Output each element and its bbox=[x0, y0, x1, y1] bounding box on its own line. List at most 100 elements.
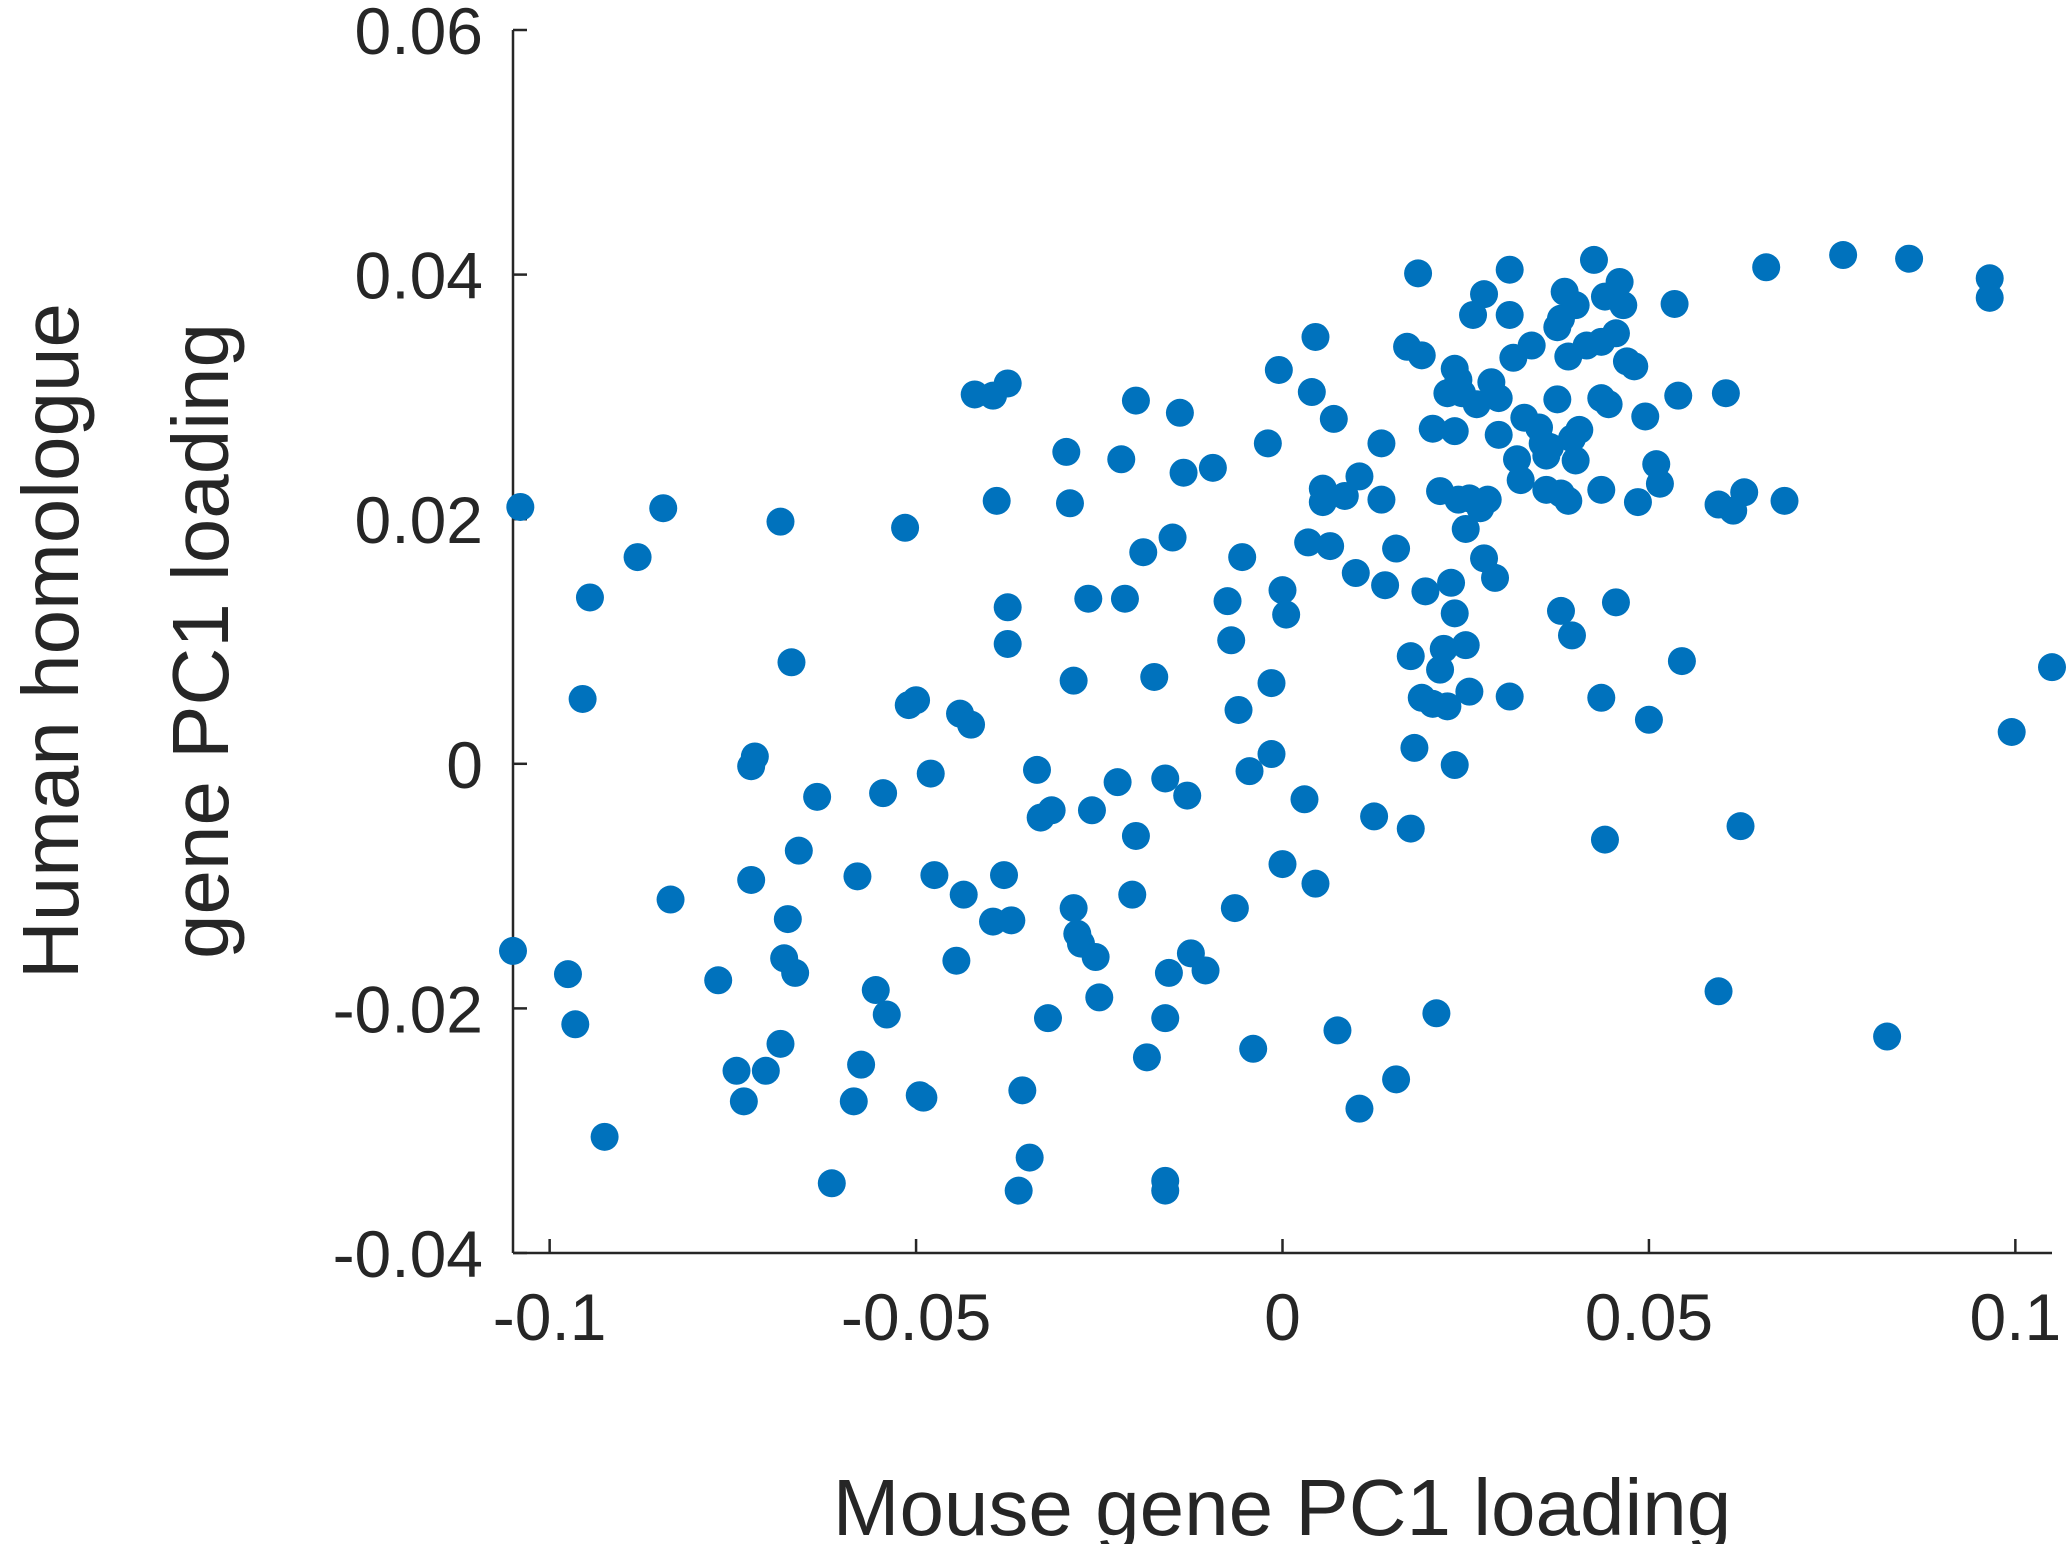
data-point bbox=[1217, 626, 1246, 655]
data-point bbox=[1495, 682, 1524, 711]
data-point bbox=[1220, 894, 1249, 923]
data-point bbox=[1341, 559, 1370, 588]
data-point bbox=[1213, 587, 1242, 616]
data-point bbox=[993, 369, 1022, 398]
data-point bbox=[1037, 796, 1066, 825]
data-point bbox=[1191, 956, 1220, 985]
data-point bbox=[1316, 532, 1345, 561]
data-point bbox=[1484, 420, 1513, 449]
data-point bbox=[1605, 267, 1634, 296]
data-point bbox=[1829, 241, 1858, 270]
data-point bbox=[1055, 489, 1084, 518]
data-point bbox=[1345, 462, 1374, 491]
data-point bbox=[1601, 319, 1630, 348]
data-point bbox=[1198, 453, 1227, 482]
data-point bbox=[1594, 390, 1623, 419]
data-point bbox=[1330, 481, 1359, 510]
data-point bbox=[1239, 1034, 1268, 1063]
data-point bbox=[869, 779, 898, 808]
x-axis-label: Mouse gene PC1 loading bbox=[833, 1463, 1731, 1544]
data-point bbox=[1495, 255, 1524, 284]
data-point bbox=[1360, 802, 1389, 831]
data-point bbox=[1272, 600, 1301, 629]
data-point bbox=[1587, 475, 1616, 504]
data-point bbox=[817, 1169, 846, 1198]
data-point bbox=[1462, 390, 1491, 419]
data-point bbox=[1554, 486, 1583, 515]
data-point bbox=[1308, 488, 1337, 517]
data-point bbox=[1033, 1004, 1062, 1033]
data-point bbox=[1451, 514, 1480, 543]
data-point bbox=[957, 710, 986, 739]
data-point bbox=[1634, 705, 1663, 734]
data-point bbox=[1459, 300, 1488, 329]
data-point bbox=[1257, 669, 1286, 698]
data-point bbox=[1440, 417, 1469, 446]
data-point bbox=[1561, 291, 1590, 320]
data-point bbox=[1440, 599, 1469, 628]
data-point bbox=[1975, 283, 2004, 312]
x-tick-label: 0.05 bbox=[1585, 1280, 1713, 1354]
data-point bbox=[997, 906, 1026, 935]
data-point bbox=[1400, 733, 1429, 762]
data-point bbox=[1565, 415, 1594, 444]
data-point bbox=[1535, 433, 1564, 462]
y-axis-label-line-2: gene PC1 loading bbox=[156, 323, 245, 959]
data-point bbox=[1396, 642, 1425, 671]
data-point bbox=[1085, 983, 1114, 1012]
data-point bbox=[1895, 244, 1924, 273]
data-point bbox=[1059, 894, 1088, 923]
data-point bbox=[847, 1050, 876, 1079]
data-point bbox=[1081, 943, 1110, 972]
data-point bbox=[1132, 1043, 1161, 1072]
data-point bbox=[1997, 718, 2026, 747]
data-point bbox=[1154, 958, 1183, 987]
data-point bbox=[1660, 289, 1689, 318]
data-point bbox=[1543, 385, 1572, 414]
data-point bbox=[1224, 695, 1253, 724]
data-point bbox=[1077, 796, 1106, 825]
data-point bbox=[1506, 466, 1535, 495]
data-point bbox=[1294, 528, 1323, 557]
data-point bbox=[506, 492, 535, 521]
data-point bbox=[561, 1010, 590, 1039]
data-point bbox=[499, 936, 527, 965]
data-point bbox=[1382, 534, 1411, 563]
data-point bbox=[1557, 621, 1586, 650]
data-point bbox=[1711, 379, 1740, 408]
data-point bbox=[1367, 429, 1396, 458]
data-point bbox=[982, 486, 1011, 515]
data-point bbox=[766, 1029, 795, 1058]
data-point bbox=[1495, 300, 1524, 329]
y-tick-label: -0.04 bbox=[333, 1217, 483, 1291]
data-point bbox=[1371, 571, 1400, 600]
y-tick-label: 0.06 bbox=[355, 0, 483, 68]
data-point bbox=[891, 513, 920, 542]
x-tick-label: -0.1 bbox=[493, 1280, 607, 1354]
data-point bbox=[1620, 352, 1649, 381]
data-point bbox=[1546, 596, 1575, 625]
data-point bbox=[1704, 977, 1733, 1006]
data-point bbox=[1107, 445, 1136, 474]
data-point bbox=[1396, 814, 1425, 843]
data-point bbox=[1367, 485, 1396, 514]
data-point bbox=[1121, 386, 1150, 415]
data-point bbox=[766, 507, 795, 536]
data-point bbox=[902, 686, 931, 715]
data-point bbox=[1257, 740, 1286, 769]
data-point bbox=[1440, 751, 1469, 780]
data-point bbox=[740, 742, 769, 771]
data-point bbox=[1484, 384, 1513, 413]
data-point bbox=[1382, 1065, 1411, 1094]
data-point bbox=[949, 880, 978, 909]
data-point bbox=[1623, 488, 1652, 517]
data-point bbox=[1664, 381, 1693, 410]
data-point bbox=[575, 583, 604, 612]
data-point bbox=[1422, 999, 1451, 1028]
data-point bbox=[1151, 1004, 1180, 1033]
data-point bbox=[1451, 631, 1480, 660]
data-point bbox=[1140, 662, 1169, 691]
data-point bbox=[1561, 446, 1590, 475]
data-point bbox=[1631, 402, 1660, 431]
